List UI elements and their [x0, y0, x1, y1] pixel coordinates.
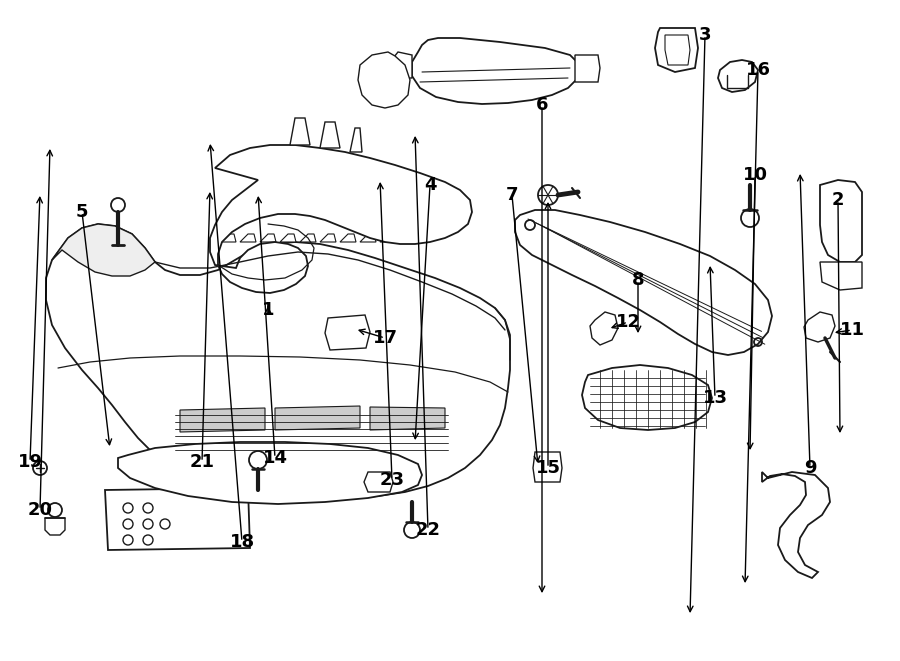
Polygon shape [45, 518, 65, 535]
Polygon shape [380, 234, 396, 242]
Circle shape [404, 522, 420, 538]
Polygon shape [533, 452, 562, 482]
Polygon shape [275, 406, 360, 430]
Polygon shape [718, 60, 758, 92]
Polygon shape [46, 224, 510, 498]
Polygon shape [370, 407, 445, 430]
Polygon shape [118, 442, 422, 504]
Circle shape [741, 209, 759, 227]
Text: 1: 1 [262, 301, 274, 319]
Text: 15: 15 [536, 459, 561, 477]
Text: 22: 22 [416, 521, 440, 539]
Text: 8: 8 [632, 271, 644, 289]
Polygon shape [582, 365, 712, 430]
Text: 5: 5 [76, 203, 88, 221]
Polygon shape [515, 210, 772, 355]
Polygon shape [52, 224, 155, 276]
Polygon shape [804, 312, 835, 342]
Text: 2: 2 [832, 191, 844, 209]
Circle shape [33, 461, 47, 475]
Circle shape [48, 503, 62, 517]
Polygon shape [180, 408, 265, 432]
Polygon shape [762, 472, 830, 578]
Text: 11: 11 [840, 321, 865, 339]
Text: 3: 3 [698, 26, 711, 44]
Polygon shape [105, 488, 250, 550]
Polygon shape [210, 145, 472, 293]
Text: 20: 20 [28, 501, 52, 519]
Circle shape [111, 198, 125, 212]
Polygon shape [320, 234, 336, 242]
Text: 10: 10 [742, 166, 768, 184]
Text: 9: 9 [804, 459, 816, 477]
Polygon shape [655, 28, 698, 72]
Text: 4: 4 [424, 176, 436, 194]
Polygon shape [590, 312, 618, 345]
Polygon shape [412, 38, 580, 104]
Polygon shape [820, 180, 862, 262]
Text: 21: 21 [190, 453, 214, 471]
Text: 6: 6 [536, 96, 548, 114]
Text: 18: 18 [230, 533, 255, 551]
Polygon shape [280, 234, 296, 242]
Polygon shape [360, 234, 376, 242]
Text: 12: 12 [616, 313, 641, 331]
Polygon shape [340, 234, 356, 242]
Text: 19: 19 [17, 453, 42, 471]
Text: 14: 14 [263, 449, 287, 467]
Polygon shape [820, 262, 862, 290]
Circle shape [249, 451, 267, 469]
Text: 17: 17 [373, 329, 398, 347]
Polygon shape [390, 52, 412, 78]
Polygon shape [290, 118, 310, 145]
Polygon shape [350, 128, 362, 152]
Polygon shape [400, 234, 416, 242]
Polygon shape [364, 472, 393, 492]
Polygon shape [300, 234, 316, 242]
Polygon shape [320, 122, 340, 148]
Polygon shape [260, 234, 276, 242]
Polygon shape [240, 234, 256, 242]
Polygon shape [575, 55, 600, 82]
Polygon shape [358, 52, 410, 108]
Polygon shape [325, 315, 370, 350]
Text: 7: 7 [506, 186, 518, 204]
Circle shape [538, 185, 558, 205]
Polygon shape [220, 234, 236, 242]
Text: 16: 16 [745, 61, 770, 79]
Text: 13: 13 [703, 389, 727, 407]
Text: 23: 23 [380, 471, 404, 489]
